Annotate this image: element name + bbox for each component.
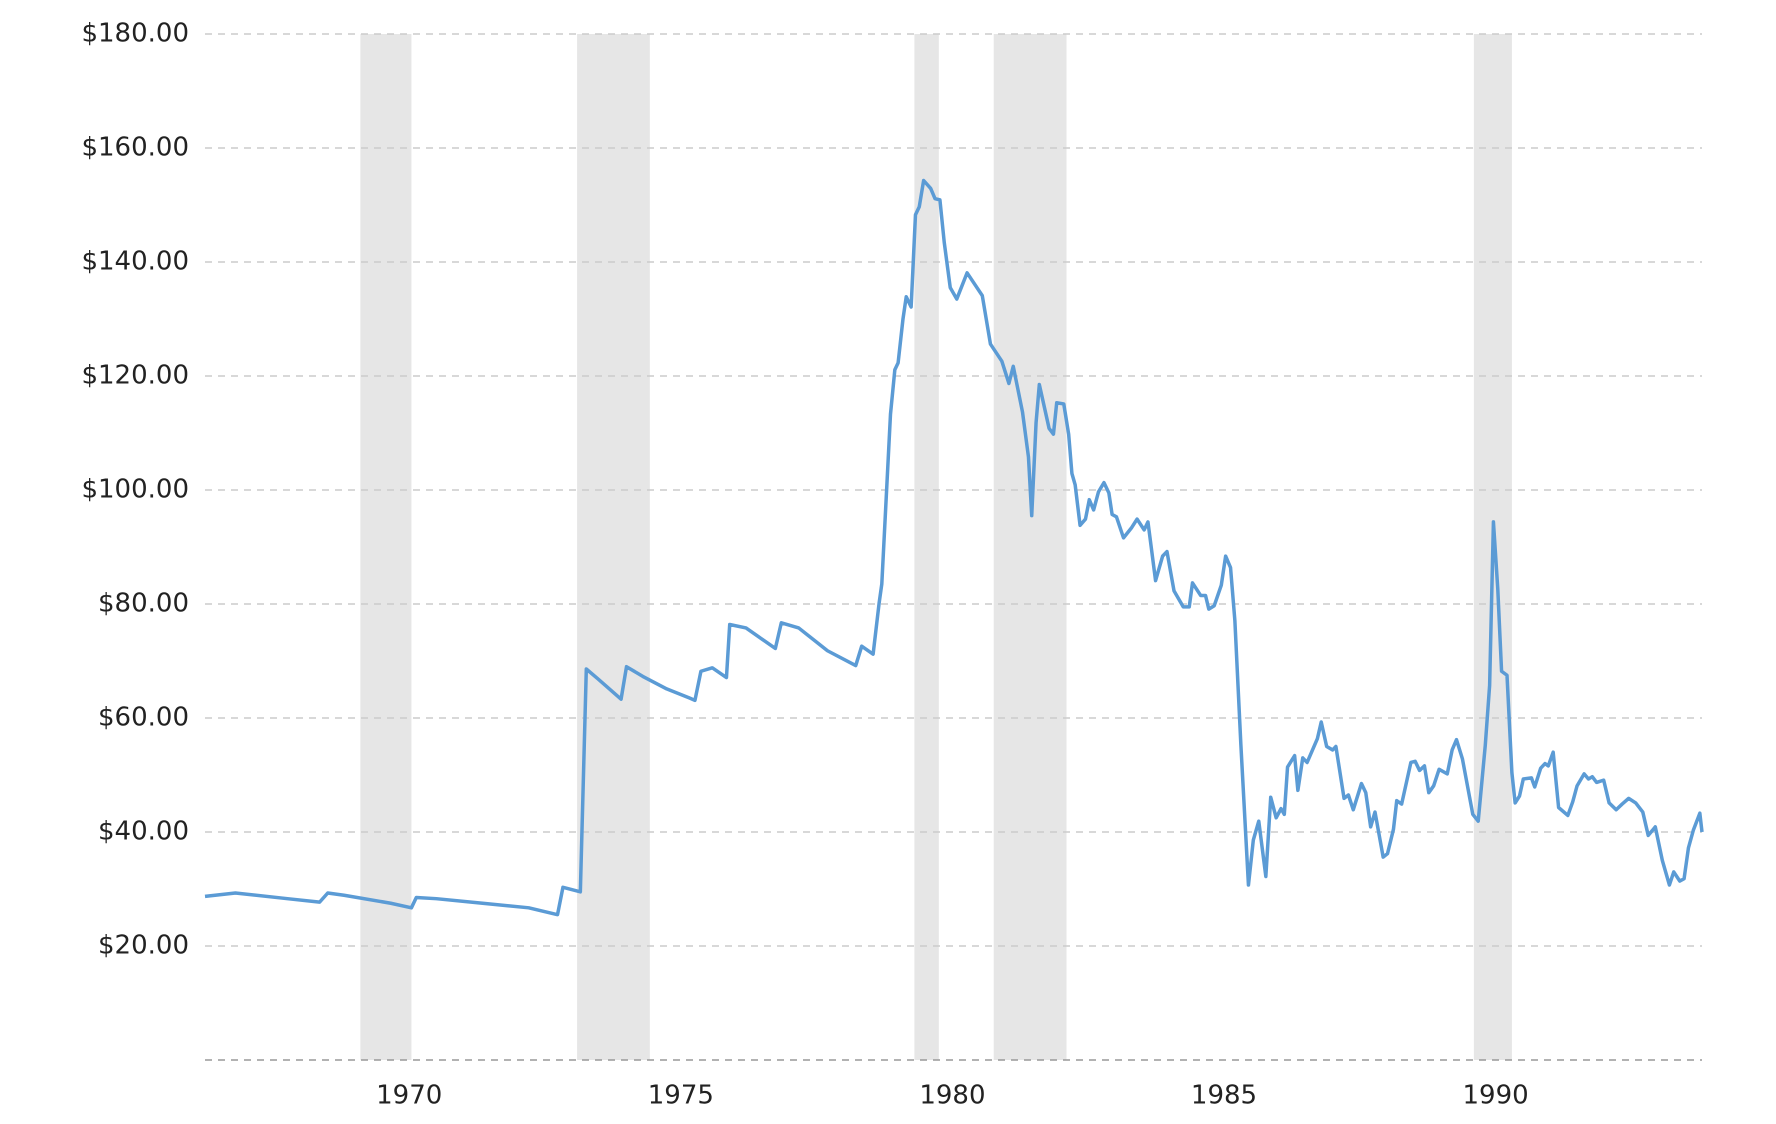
- price-line: [204, 178, 1704, 917]
- shaded-range: [993, 34, 1067, 1060]
- y-tick-label: $140.00: [81, 247, 189, 277]
- y-tick-label: $20.00: [98, 931, 189, 961]
- x-tick-label: 1990: [1463, 1081, 1529, 1111]
- y-tick-label: $100.00: [81, 475, 189, 505]
- y-tick-label: $60.00: [98, 703, 189, 733]
- y-tick-label: $160.00: [81, 133, 189, 163]
- y-tick-label: $80.00: [98, 589, 189, 619]
- shaded-range: [360, 34, 412, 1060]
- x-tick-label: 1985: [1191, 1081, 1257, 1111]
- x-tick-label: 1980: [919, 1081, 985, 1111]
- shaded-range: [577, 34, 650, 1060]
- y-tick-label: $40.00: [98, 817, 189, 847]
- x-tick-label: 1975: [648, 1081, 714, 1111]
- y-tick-label: $120.00: [81, 361, 189, 391]
- y-tick-label: $180.00: [81, 19, 189, 49]
- shaded-range: [914, 34, 939, 1060]
- x-tick-label: 1970: [376, 1081, 442, 1111]
